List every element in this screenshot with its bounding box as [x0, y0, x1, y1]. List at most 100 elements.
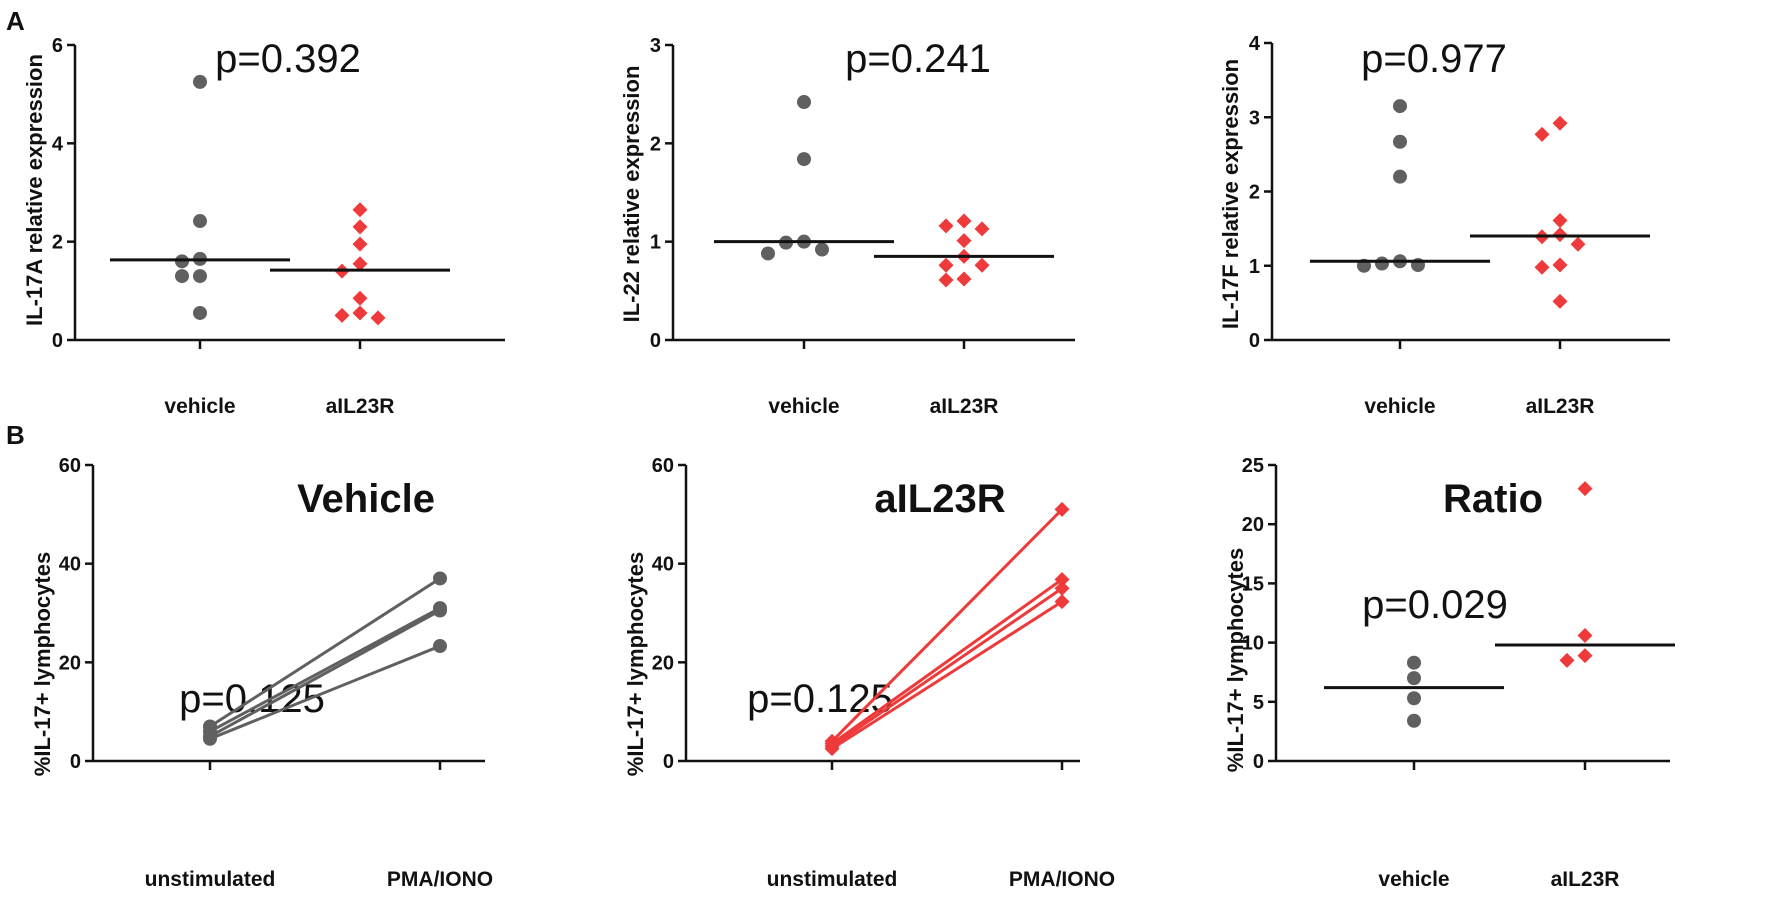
series-line: [830, 508, 1064, 743]
data-point: [1577, 627, 1593, 643]
y-tick-label: 20: [1242, 514, 1264, 536]
data-point: [797, 95, 811, 110]
data-point: [352, 290, 368, 306]
series-line: [209, 606, 441, 733]
data-point: [974, 221, 990, 237]
y-axis-label: IL-22 relative expression: [619, 66, 644, 323]
data-point: [1534, 126, 1550, 142]
y-tick-label: 4: [52, 133, 64, 155]
y-axis-label: %IL-17+ lymphocytes: [623, 552, 648, 776]
y-tick-label: 60: [652, 455, 674, 477]
p-value-annotation: p=0.241: [845, 37, 991, 81]
data-point: [352, 305, 368, 321]
data-point: [1393, 169, 1407, 184]
y-tick-label: 0: [1249, 330, 1260, 352]
p-value-annotation: p=0.977: [1361, 37, 1507, 81]
data-point: [1577, 648, 1593, 664]
y-axis-label: IL-17F relative expression: [1218, 59, 1243, 329]
data-point: [824, 741, 840, 757]
data-point: [352, 219, 368, 235]
chart-title: Ratio: [1443, 477, 1543, 521]
x-category-label: PMA/IONO: [387, 868, 493, 891]
data-point: [1534, 259, 1550, 275]
series-line: [831, 578, 1063, 745]
data-point: [1375, 256, 1389, 271]
data-point: [1552, 115, 1568, 131]
y-tick-label: 4: [1249, 33, 1261, 55]
y-tick-label: 1: [1249, 256, 1260, 278]
x-category-label: unstimulated: [767, 868, 898, 891]
data-point: [974, 257, 990, 273]
x-category-label: aIL23R: [326, 395, 395, 418]
p-value-annotation: p=0.125: [747, 677, 893, 721]
x-category-label: aIL23R: [1526, 395, 1595, 418]
y-axis-label: IL-17A relative expression: [22, 54, 47, 326]
data-point: [1552, 212, 1568, 228]
data-point: [175, 269, 189, 284]
series-line: [831, 600, 1063, 750]
x-category-label: aIL23R: [930, 395, 999, 418]
data-point: [1407, 671, 1421, 686]
y-tick-label: 60: [59, 455, 81, 477]
data-point: [761, 246, 775, 261]
data-point: [956, 233, 972, 249]
data-point: [1393, 134, 1407, 149]
series-line: [209, 577, 441, 728]
chart-title: aIL23R: [874, 477, 1005, 521]
y-tick-label: 0: [1253, 751, 1264, 773]
data-point: [433, 639, 447, 654]
y-tick-label: 3: [650, 35, 661, 57]
x-category-label: vehicle: [1364, 395, 1435, 418]
data-point: [815, 242, 829, 257]
y-tick-label: 40: [652, 554, 674, 576]
data-point: [797, 152, 811, 167]
y-tick-label: 20: [59, 652, 81, 674]
y-tick-label: 0: [70, 751, 81, 773]
chart-title: Vehicle: [297, 477, 435, 521]
y-tick-label: 6: [52, 35, 63, 57]
y-tick-label: 25: [1242, 455, 1264, 477]
y-tick-label: 15: [1242, 573, 1264, 595]
p-value-annotation: p=0.392: [215, 37, 361, 81]
data-point: [1577, 481, 1593, 497]
y-tick-label: 2: [52, 232, 63, 254]
y-tick-label: 0: [52, 330, 63, 352]
data-point: [433, 603, 447, 618]
data-point: [1559, 652, 1575, 668]
data-point: [193, 305, 207, 320]
data-point: [1407, 691, 1421, 706]
y-tick-label: 0: [650, 330, 661, 352]
chart-ratio: Ratio %IL-17+ lymphocytes p=0.029 vehicl…: [1223, 455, 1675, 891]
x-category-label: vehicle: [768, 395, 839, 418]
y-tick-label: 2: [1249, 182, 1260, 204]
panel-label-a: A: [6, 6, 25, 36]
chart-il17a: IL-17A relative expression p=0.392 vehic…: [22, 35, 505, 418]
y-tick-label: 5: [1253, 692, 1264, 714]
y-tick-label: 1: [650, 232, 661, 254]
chart-il22: IL-22 relative expression p=0.241 vehicl…: [619, 35, 1075, 418]
data-point: [1054, 580, 1070, 596]
y-tick-label: 10: [1242, 633, 1264, 655]
data-point: [1552, 293, 1568, 309]
p-value-annotation: p=0.029: [1362, 583, 1508, 627]
y-tick-label: 0: [663, 751, 674, 773]
data-point: [370, 310, 386, 326]
data-point: [1393, 99, 1407, 114]
panel-label-b: B: [6, 420, 25, 450]
data-point: [433, 571, 447, 586]
series-line: [209, 609, 441, 738]
data-point: [1570, 236, 1586, 252]
data-point: [203, 731, 217, 746]
data-point: [1054, 501, 1070, 517]
x-category-label: vehicle: [1378, 868, 1449, 891]
data-point: [193, 214, 207, 229]
x-category-label: aIL23R: [1551, 868, 1620, 891]
data-point: [352, 236, 368, 252]
chart-il17f: IL-17F relative expression p=0.977 vehic…: [1218, 33, 1670, 418]
x-category-label: vehicle: [164, 395, 235, 418]
series-line: [209, 644, 441, 741]
y-axis-label: %IL-17+ lymphocytes: [30, 552, 55, 776]
x-category-label: unstimulated: [145, 868, 276, 891]
y-tick-label: 2: [650, 133, 661, 155]
chart-aIL23R-pairs: aIL23R %IL-17+ lymphocytes p=0.125 unsti…: [623, 455, 1115, 891]
